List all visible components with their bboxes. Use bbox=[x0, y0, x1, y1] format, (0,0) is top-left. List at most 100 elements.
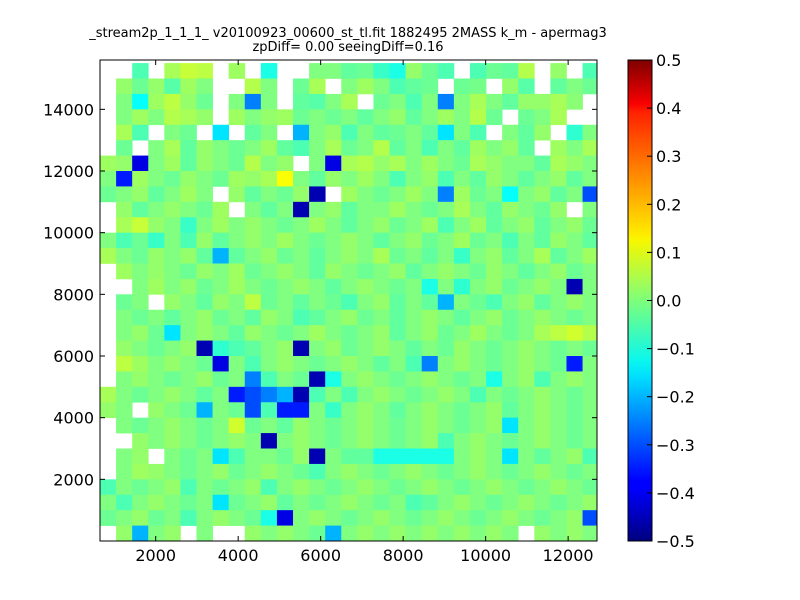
heatmap-cell bbox=[309, 479, 326, 496]
heatmap-cell bbox=[260, 201, 278, 218]
heatmap-cell bbox=[405, 155, 423, 172]
heatmap-cell bbox=[196, 417, 213, 434]
heatmap-cell bbox=[469, 309, 487, 326]
heatmap-cell bbox=[293, 448, 310, 465]
heatmap-cell bbox=[469, 232, 487, 249]
heatmap-cell bbox=[148, 171, 165, 187]
heatmap-cell bbox=[373, 525, 390, 541]
heatmap-cell bbox=[341, 186, 358, 203]
heatmap-cell bbox=[566, 402, 583, 419]
heatmap-cell bbox=[453, 278, 471, 295]
heatmap-cell bbox=[518, 186, 535, 203]
heatmap-cell bbox=[469, 217, 487, 234]
heatmap-cell bbox=[196, 263, 213, 280]
heatmap-cell bbox=[421, 463, 439, 480]
heatmap-cell bbox=[212, 294, 230, 311]
chart-subtitle: zpDiff= 0.00 seeingDiff=0.16 bbox=[252, 40, 444, 55]
heatmap-cell bbox=[373, 263, 390, 280]
heatmap-cell bbox=[502, 494, 519, 511]
heatmap-cell bbox=[373, 294, 390, 311]
heatmap-cell bbox=[228, 417, 246, 434]
heatmap-cell bbox=[421, 525, 439, 541]
heatmap-cell bbox=[486, 201, 503, 218]
heatmap-cell bbox=[469, 448, 487, 465]
heatmap-cell bbox=[389, 140, 406, 156]
heatmap-cell bbox=[502, 93, 519, 110]
heatmap-cell bbox=[486, 232, 503, 249]
heatmap-cell bbox=[180, 356, 197, 372]
heatmap-cell bbox=[469, 93, 487, 110]
heatmap-cell bbox=[534, 309, 551, 326]
heatmap-cell bbox=[228, 93, 246, 110]
heatmap-cell bbox=[599, 279, 615, 295]
heatmap-cell bbox=[469, 371, 487, 388]
heatmap-cell bbox=[486, 155, 503, 172]
heatmap-cell bbox=[276, 340, 294, 357]
heatmap-cell bbox=[405, 278, 423, 295]
heatmap-cell bbox=[196, 278, 213, 295]
heatmap-cell bbox=[469, 433, 487, 449]
heatmap-cell bbox=[550, 417, 567, 434]
heatmap-cell bbox=[260, 325, 278, 341]
heatmap-cell bbox=[228, 356, 246, 372]
heatmap-cell bbox=[518, 171, 535, 187]
heatmap-cell bbox=[486, 93, 503, 110]
heatmap-cell bbox=[421, 217, 439, 234]
heatmap-cell bbox=[293, 325, 310, 341]
heatmap-cell bbox=[373, 325, 390, 341]
heatmap-cell bbox=[357, 356, 374, 372]
heatmap-cell bbox=[566, 232, 583, 249]
heatmap-cell bbox=[518, 510, 535, 526]
heatmap-cell bbox=[260, 109, 278, 126]
heatmap-cell bbox=[389, 278, 406, 295]
heatmap-cell bbox=[132, 356, 149, 372]
heatmap-cell bbox=[534, 340, 551, 357]
heatmap-cell bbox=[244, 417, 262, 434]
y-tick-label: 6000 bbox=[53, 347, 94, 366]
heatmap-cell bbox=[405, 433, 423, 449]
heatmap-cell bbox=[325, 278, 342, 295]
heatmap-cell bbox=[518, 78, 535, 95]
heatmap-cell bbox=[599, 217, 615, 233]
heatmap-cell bbox=[486, 479, 503, 496]
heatmap-cell bbox=[228, 325, 246, 341]
heatmap-cell bbox=[534, 124, 551, 141]
heatmap-cell bbox=[389, 371, 406, 388]
heatmap-cell bbox=[550, 494, 567, 511]
heatmap-cell bbox=[518, 340, 535, 357]
heatmap-cell bbox=[325, 448, 342, 465]
heatmap-cell bbox=[276, 433, 294, 449]
heatmap-cell bbox=[599, 233, 615, 249]
heatmap-cell bbox=[293, 140, 310, 156]
heatmap-cell bbox=[244, 294, 262, 311]
heatmap-cell bbox=[405, 494, 423, 511]
heatmap-cell bbox=[325, 155, 342, 172]
heatmap-cell bbox=[566, 78, 583, 95]
heatmap-cell bbox=[566, 325, 583, 341]
heatmap-cell bbox=[276, 155, 294, 172]
heatmap-cell bbox=[180, 309, 197, 326]
heatmap-cell bbox=[260, 510, 278, 526]
heatmap-cell bbox=[196, 386, 213, 403]
heatmap-cell bbox=[164, 325, 181, 341]
heatmap-cell bbox=[486, 186, 503, 203]
heatmap-cell bbox=[228, 140, 246, 156]
heatmap-cell bbox=[148, 402, 165, 419]
heatmap-cell bbox=[164, 109, 181, 126]
heatmap-cell bbox=[148, 525, 165, 541]
heatmap-cell bbox=[228, 479, 246, 496]
heatmap-cell bbox=[518, 325, 535, 341]
heatmap-cell bbox=[502, 479, 519, 496]
colorbar-tick-label: 0.1 bbox=[656, 243, 681, 262]
heatmap-cell bbox=[357, 217, 374, 234]
heatmap-cell bbox=[244, 232, 262, 249]
heatmap-cell bbox=[469, 278, 487, 295]
heatmap-cell bbox=[116, 232, 133, 249]
heatmap-cell bbox=[599, 325, 615, 341]
heatmap-cell bbox=[486, 217, 503, 234]
heatmap-cell bbox=[437, 510, 455, 526]
heatmap-cell bbox=[325, 140, 342, 156]
heatmap-cell bbox=[421, 201, 439, 218]
heatmap-cell bbox=[502, 78, 519, 95]
heatmap-cell bbox=[502, 463, 519, 480]
